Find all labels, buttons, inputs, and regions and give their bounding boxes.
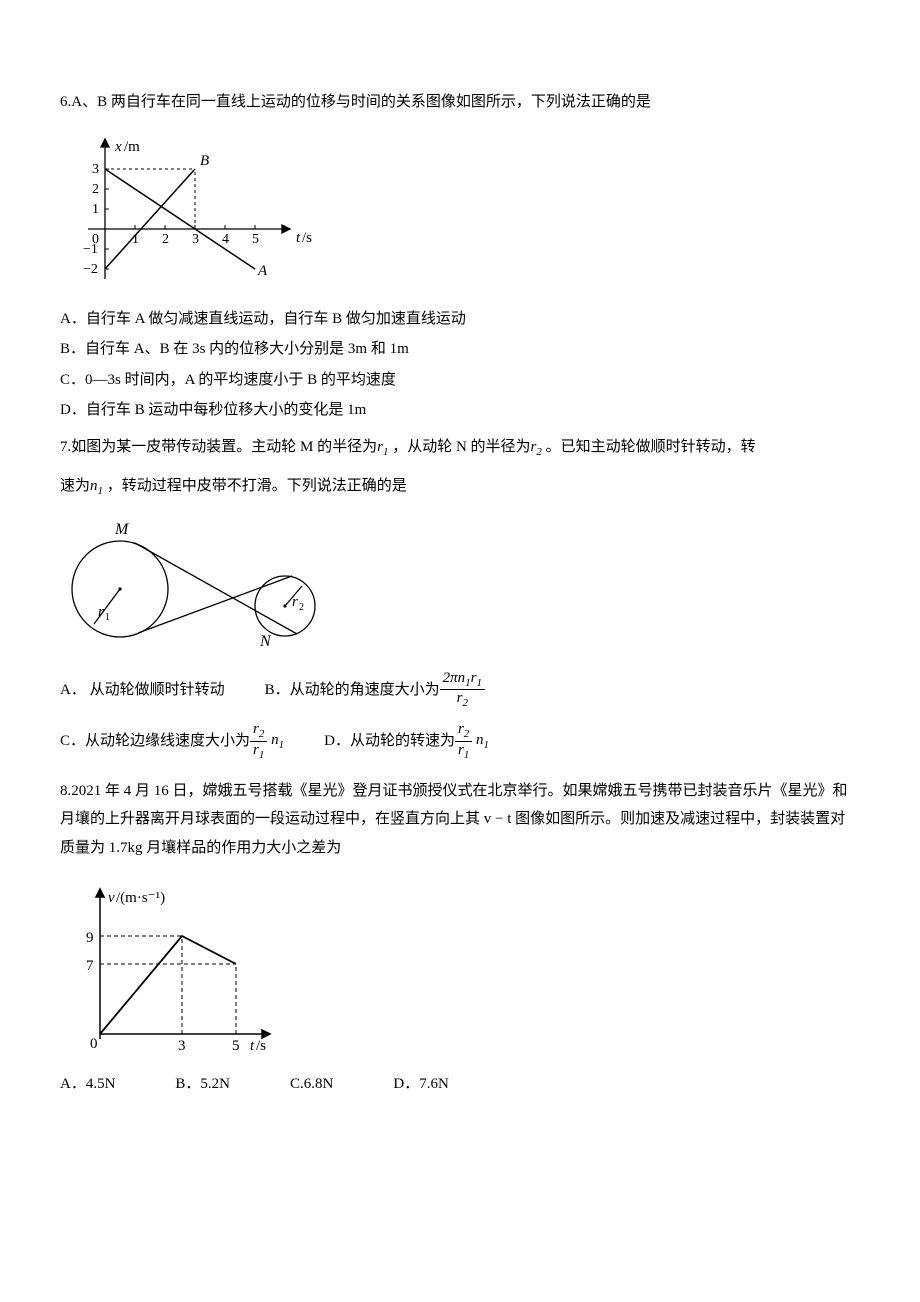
q7-stem-a: 7.如图为某一皮带传动装置。主动轮 M 的半径为 (60, 439, 377, 455)
svg-text:5: 5 (252, 232, 259, 247)
svg-text:/m: /m (124, 139, 140, 155)
svg-text:−1: −1 (83, 242, 98, 257)
q7-optC: C．从动轮边缘线速度大小为 r2r1 n1 (60, 721, 284, 760)
q7-graph: M N r 1 r 2 (60, 514, 860, 654)
q6-optB: B．自行车 A、B 在 3s 内的位移大小分别是 3m 和 1m (60, 335, 860, 364)
q6-stem: 6.A、B 两自行车在同一直线上运动的位移与时间的关系图像如图所示，下列说法正确… (60, 88, 860, 117)
q7-r1: r1 (377, 439, 388, 455)
q7-optA: A． 从动轮做顺时针转动 (60, 676, 225, 705)
svg-text:t: t (250, 1038, 255, 1054)
q8-graph: 9 7 0 3 5 v /(m·s⁻¹) t /s (60, 874, 860, 1054)
svg-text:r: r (292, 594, 298, 610)
svg-text:3: 3 (178, 1038, 186, 1054)
svg-text:x: x (114, 139, 122, 155)
svg-text:7: 7 (86, 958, 94, 974)
svg-text:9: 9 (86, 930, 94, 946)
q7-r2: r2 (531, 439, 542, 455)
svg-text:/s: /s (256, 1038, 266, 1054)
q8-optD: D．7.6N (393, 1070, 448, 1099)
svg-text:2: 2 (162, 232, 169, 247)
svg-text:4: 4 (222, 232, 229, 247)
svg-text:r: r (98, 604, 104, 620)
svg-text:5: 5 (232, 1038, 240, 1054)
svg-text:N: N (259, 633, 272, 650)
q7-optB: B．从动轮的角速度大小为 2πn1r1r2 (265, 670, 485, 709)
q6-optD: D．自行车 B 运动中每秒位移大小的变化是 1m (60, 396, 860, 425)
svg-text:B: B (200, 153, 209, 169)
svg-text:3: 3 (92, 162, 99, 177)
q6-optC: C．0—3s 时间内，A 的平均速度小于 B 的平均速度 (60, 366, 860, 395)
svg-text:0: 0 (90, 1036, 98, 1052)
q8-optB: B．5.2N (175, 1070, 230, 1099)
q6-graph: 0 1 2 3 4 5 1 2 3 −1 −2 x /m t /s B A (60, 129, 860, 289)
svg-text:/(m·s⁻¹): /(m·s⁻¹) (116, 890, 165, 906)
svg-text:/s: /s (302, 230, 312, 246)
svg-text:−2: −2 (83, 262, 98, 277)
svg-text:2: 2 (299, 602, 304, 613)
q6-optA: A．自行车 A 做匀减速直线运动，自行车 B 做匀加速直线运动 (60, 305, 860, 334)
svg-text:A: A (257, 263, 268, 279)
q8-optA: A．4.5N (60, 1070, 115, 1099)
q7-optD: D．从动轮的转速为 r2r1 n1 (324, 721, 489, 760)
svg-text:M: M (114, 521, 130, 538)
svg-text:v: v (108, 890, 115, 906)
q7-stem-d: 速为 (60, 478, 90, 494)
q7-stem-c: 。已知主动轮做顺时针转动，转 (546, 439, 756, 455)
q7-n1: n1 (90, 478, 103, 494)
svg-text:3: 3 (192, 232, 199, 247)
q8-optC: C.6.8N (290, 1070, 333, 1099)
q8-stem: 8.2021 年 4 月 16 日，嫦娥五号搭载《星光》登月证书颁授仪式在北京举… (60, 777, 860, 863)
q7-stem-e: ，转动过程中皮带不打滑。下列说法正确的是 (107, 478, 407, 494)
svg-text:1: 1 (92, 202, 99, 217)
svg-text:1: 1 (105, 612, 110, 623)
q7-stem-b: ，从动轮 N 的半径为 (392, 439, 530, 455)
svg-text:2: 2 (92, 182, 99, 197)
q7-stem-line2: 速为n1 ，转动过程中皮带不打滑。下列说法正确的是 (60, 472, 860, 502)
svg-text:t: t (296, 230, 301, 246)
q7-stem-line1: 7.如图为某一皮带传动装置。主动轮 M 的半径为r1 ，从动轮 N 的半径为r2… (60, 433, 860, 463)
